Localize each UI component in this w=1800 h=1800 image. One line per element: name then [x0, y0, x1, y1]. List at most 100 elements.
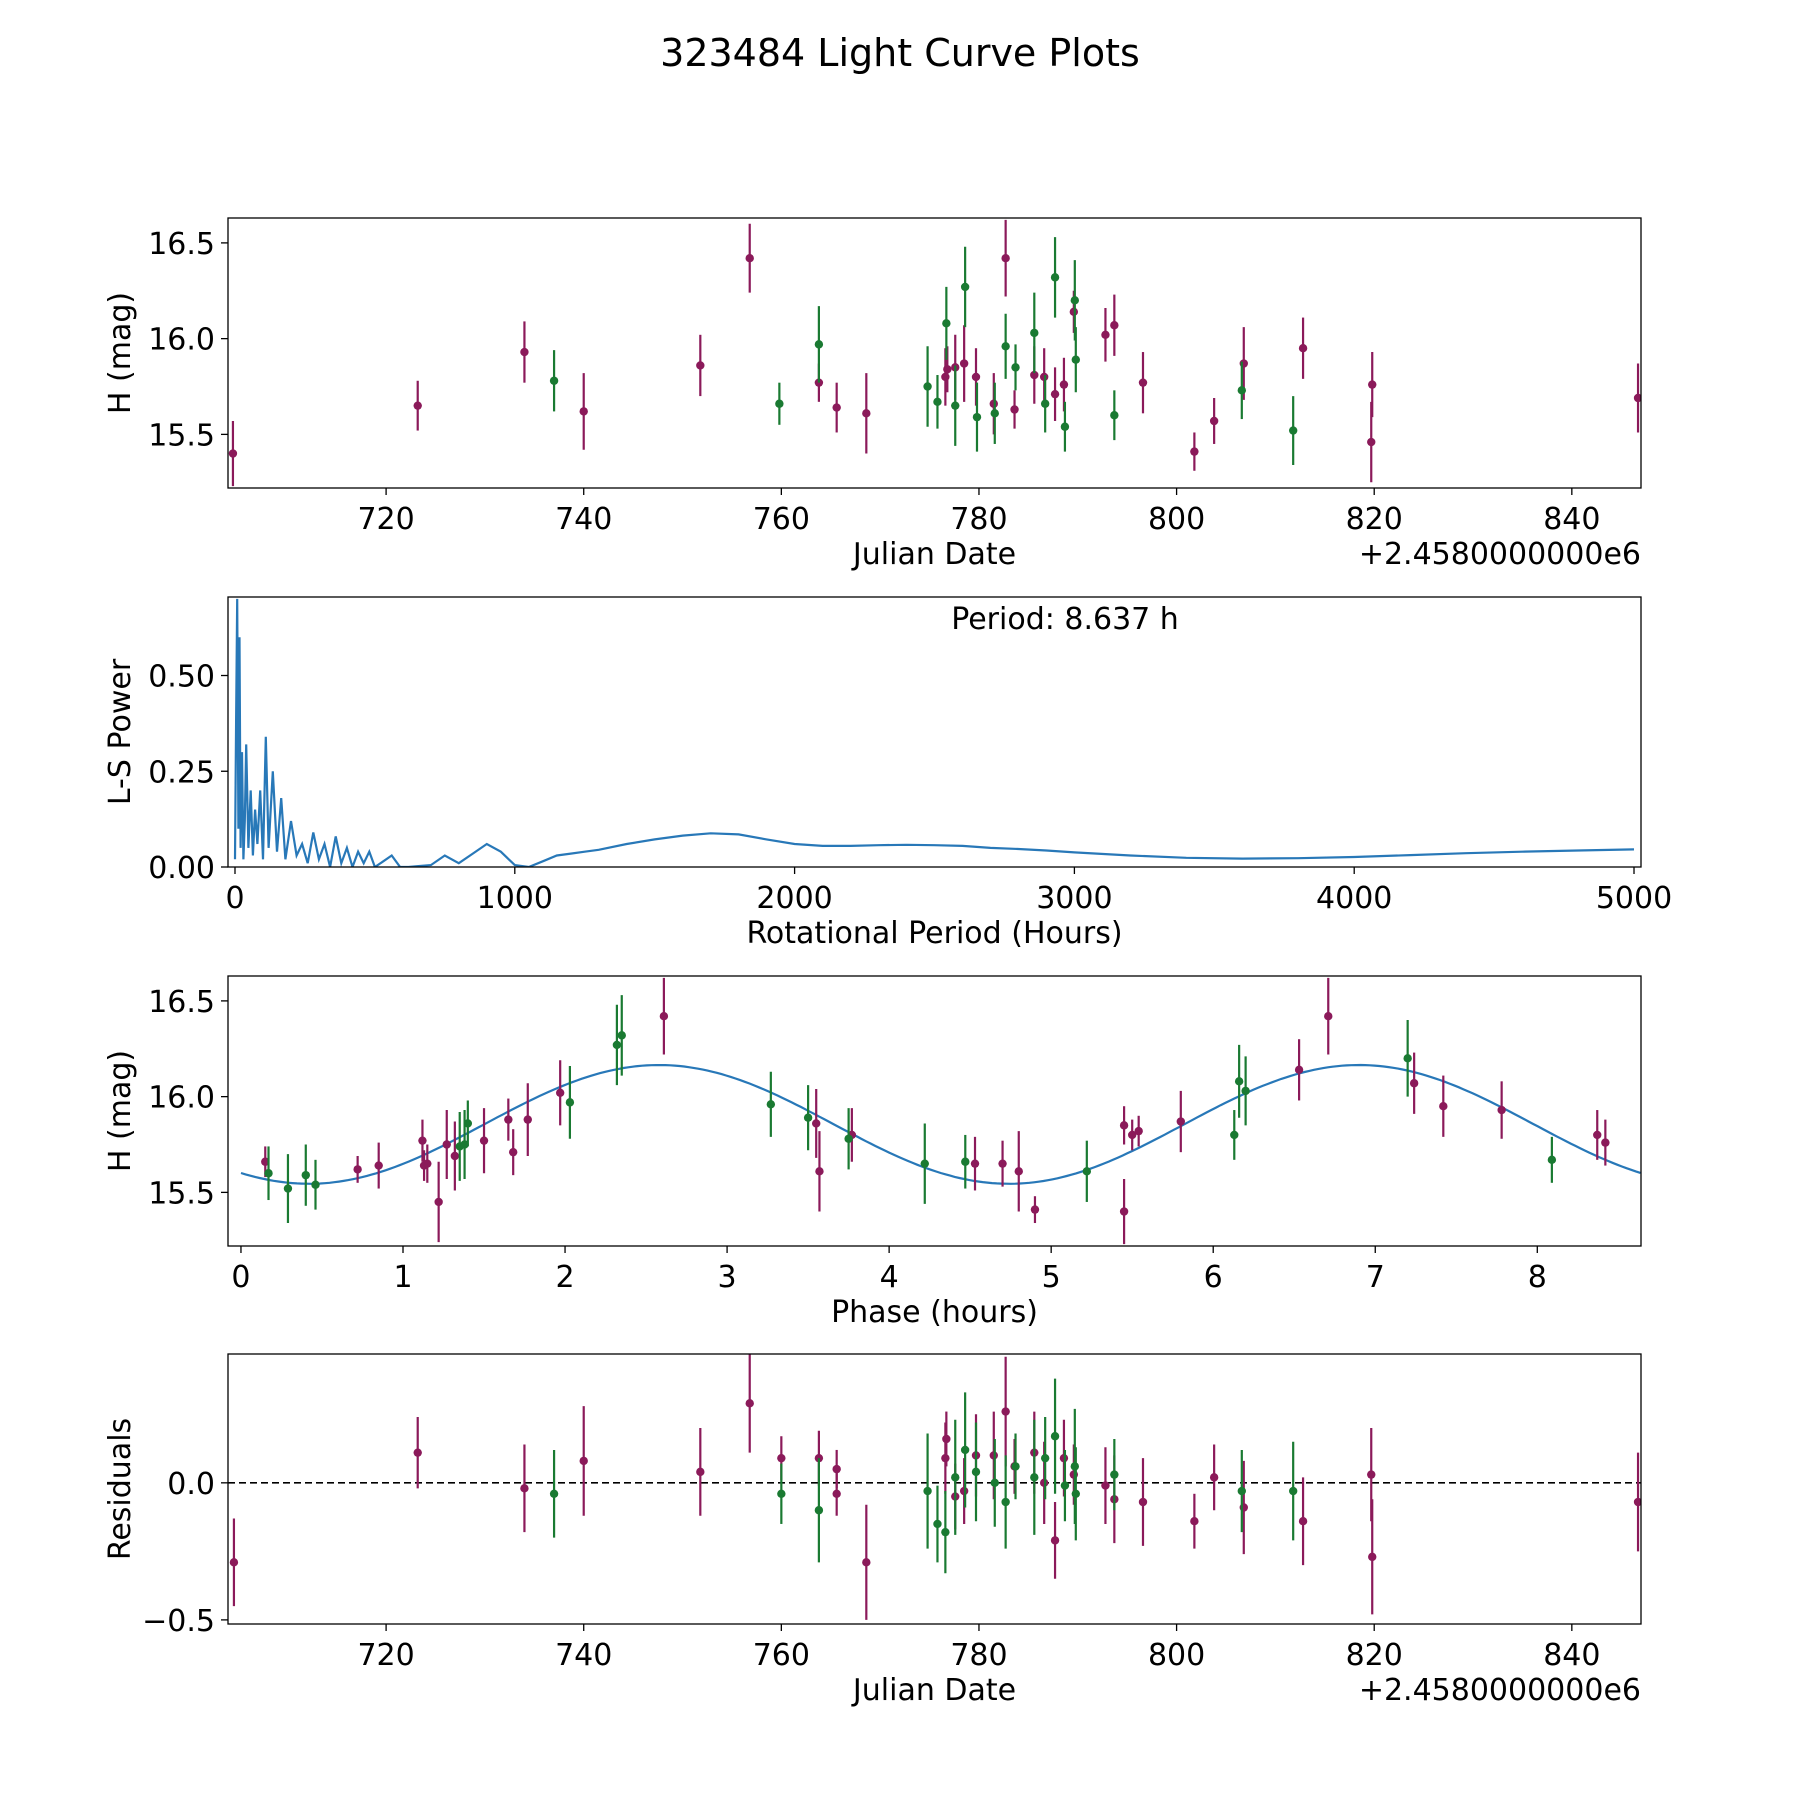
data-point [1050, 273, 1060, 282]
data-point [959, 359, 969, 368]
lightcurve-y-axis-label: H (mag) [103, 292, 138, 414]
data-point [520, 347, 529, 357]
y-tick-label: 15.5 [148, 1176, 215, 1211]
data-point [1138, 378, 1148, 387]
residuals-axes-frame [227, 1353, 1642, 1625]
data-point [941, 1527, 950, 1537]
data-point [1601, 1138, 1610, 1147]
data-point [1001, 254, 1010, 263]
phased-axes-frame [227, 975, 1642, 1247]
data-point [990, 1478, 999, 1488]
x-tick-label: 820 [1346, 1638, 1403, 1673]
data-point [990, 409, 999, 418]
data-point [696, 1467, 705, 1477]
data-point [1367, 437, 1376, 447]
data-point [777, 1453, 786, 1463]
data-point [961, 1157, 970, 1166]
lightcurve-axis-offset-text: +2.4580000000e6 [1359, 537, 1641, 572]
lightcurve-x-axis-label: Julian Date [851, 537, 1016, 572]
data-point [1060, 1481, 1070, 1490]
data-point [1294, 1065, 1304, 1075]
data-point [696, 361, 705, 370]
x-tick-label: 820 [1346, 502, 1403, 537]
data-point [1633, 1497, 1641, 1507]
x-tick-label: 760 [753, 502, 810, 537]
data-point [1368, 1552, 1377, 1562]
data-point [923, 382, 932, 391]
data-point [1110, 321, 1119, 330]
data-point [1110, 411, 1119, 420]
data-point [460, 1140, 469, 1149]
data-point [1409, 1079, 1419, 1088]
figure-title: 323484 Light Curve Plots [660, 31, 1140, 75]
data-point [264, 1169, 273, 1178]
data-point [579, 1456, 588, 1466]
data-point [1368, 380, 1377, 389]
data-point [1050, 1536, 1060, 1545]
data-point [1001, 1497, 1010, 1507]
y-tick-label: 0.0 [167, 1467, 215, 1502]
data-point [923, 1486, 932, 1496]
data-point [943, 365, 952, 374]
data-point [1209, 1473, 1219, 1482]
data-point [228, 449, 238, 458]
data-point [1011, 363, 1020, 372]
data-point [1190, 447, 1199, 456]
data-point [942, 1434, 951, 1444]
x-tick-label: 800 [1148, 502, 1205, 537]
residuals-y-axis-label: Residuals [103, 1418, 138, 1560]
data-point [1237, 386, 1247, 395]
data-point [301, 1170, 310, 1180]
x-tick-label: 1000 [477, 881, 553, 916]
data-point [1071, 1489, 1081, 1498]
data-point [1040, 399, 1050, 408]
data-point [971, 372, 981, 382]
data-point [745, 254, 754, 263]
y-tick-label: 16.0 [148, 323, 215, 358]
x-tick-label: 5 [1042, 1260, 1061, 1295]
y-tick-label: 0.25 [148, 755, 215, 790]
data-point [1127, 1130, 1137, 1140]
data-point [1324, 1012, 1333, 1021]
data-point [1119, 1121, 1129, 1130]
y-tick-label: 0.00 [148, 851, 215, 886]
data-point [1547, 1155, 1557, 1165]
x-tick-label: 0 [225, 881, 244, 916]
x-tick-label: 840 [1543, 1638, 1600, 1673]
y-tick-label: −0.5 [142, 1604, 215, 1639]
data-point [508, 1147, 518, 1157]
data-point [1030, 328, 1039, 338]
data-point [434, 1197, 443, 1207]
data-point [555, 1088, 565, 1098]
data-point [418, 1136, 427, 1145]
data-point [617, 1031, 626, 1040]
data-point [775, 399, 784, 408]
data-point [311, 1180, 320, 1189]
x-tick-label: 760 [753, 1638, 810, 1673]
data-point [579, 407, 588, 416]
data-point [1001, 342, 1010, 351]
data-point [1101, 330, 1110, 340]
data-point [1209, 416, 1219, 426]
y-tick-label: 16.5 [148, 227, 215, 262]
y-tick-label: 0.50 [148, 660, 215, 695]
periodogram-x-axis-label: Rotational Period (Hours) [746, 916, 1122, 951]
phased-panel: 0 1 2 3 4 5 6 7 8 15.5 16.0 16.5 Phase (hours) H (mag… [103, 975, 1642, 1330]
periodogram-axes-frame [227, 596, 1642, 868]
data-point [1237, 1486, 1247, 1496]
data-point [479, 1136, 489, 1145]
x-tick-label: 0 [231, 1260, 250, 1295]
data-point [1050, 389, 1060, 399]
residuals-axis-offset-text: +2.4580000000e6 [1359, 1673, 1641, 1708]
data-point [862, 409, 871, 418]
periodogram-panel: 0 1000 2000 3000 4000 5000 0.00 0.25 0.50 Rotatio… [103, 596, 1672, 951]
data-point [1230, 1130, 1239, 1140]
data-point [970, 1159, 980, 1168]
data-point [413, 401, 422, 410]
phased-y-axis-label: H (mag) [103, 1050, 138, 1172]
y-tick-label: 15.5 [148, 418, 215, 453]
x-tick-label: 6 [1204, 1260, 1223, 1295]
data-point [815, 1167, 824, 1176]
data-point [353, 1165, 362, 1174]
periodogram-line [233, 598, 1635, 867]
